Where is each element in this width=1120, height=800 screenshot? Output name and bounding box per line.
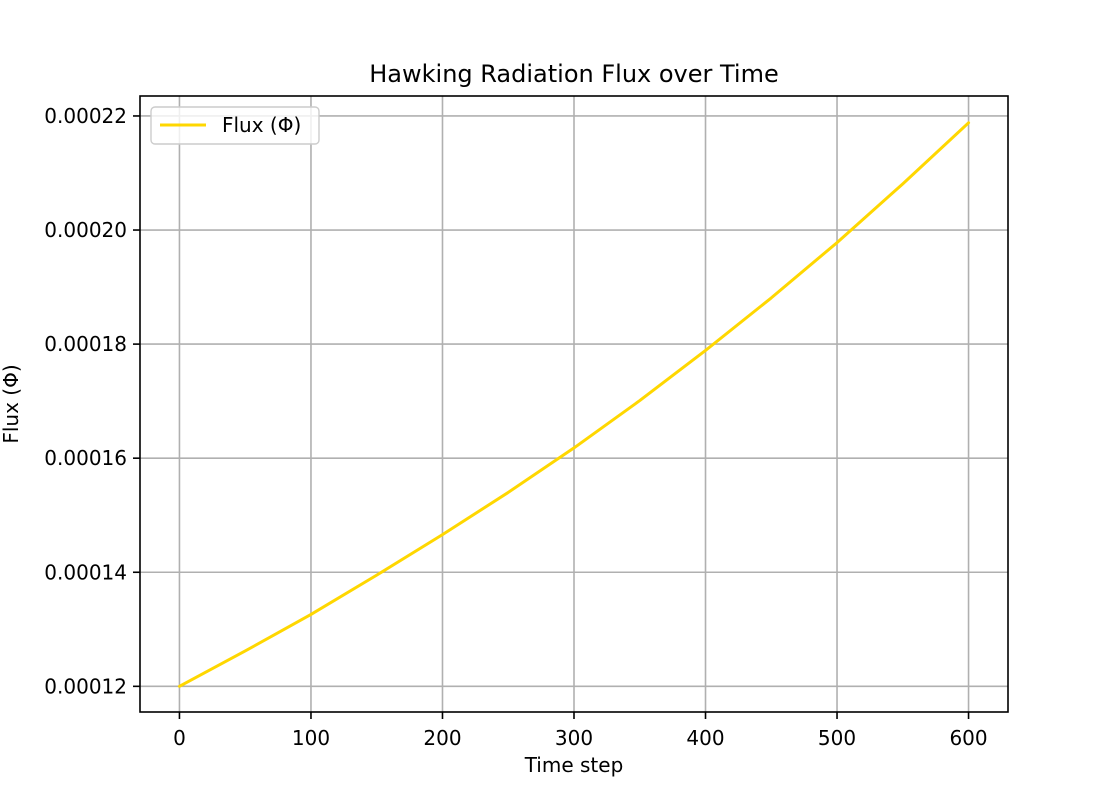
series-line-flux	[177, 121, 971, 688]
y-tick-label: 0.00012	[44, 674, 127, 698]
y-tick-label: 0.00020	[44, 218, 127, 242]
y-tick-label: 0.00018	[44, 332, 127, 356]
x-tick-label: 600	[949, 726, 987, 750]
x-tick-label: 0	[173, 726, 186, 750]
legend-box	[150, 106, 320, 145]
ticks: 0 100 200 300 400 500 600 0.00012 0.00014 0.00016…	[44, 104, 987, 750]
chart-title: Hawking Radiation Flux over Time	[369, 60, 779, 88]
x-axis-label: Time step	[524, 753, 624, 777]
x-tick-label: 200	[423, 726, 461, 750]
x-tick-label: 500	[818, 726, 856, 750]
grid	[140, 96, 1008, 712]
legend-label: Flux (Φ)	[222, 113, 301, 137]
x-tick-label: 400	[686, 726, 724, 750]
x-tick-label: 300	[555, 726, 593, 750]
series-layer	[177, 121, 971, 688]
y-axis-label: Flux (Φ)	[0, 364, 23, 443]
x-tick-label: 100	[292, 726, 330, 750]
y-tick-label: 0.00014	[44, 560, 127, 584]
y-tick-label: 0.00022	[44, 104, 127, 128]
legend: Flux (Φ)	[150, 106, 320, 145]
y-tick-label: 0.00016	[44, 446, 127, 470]
